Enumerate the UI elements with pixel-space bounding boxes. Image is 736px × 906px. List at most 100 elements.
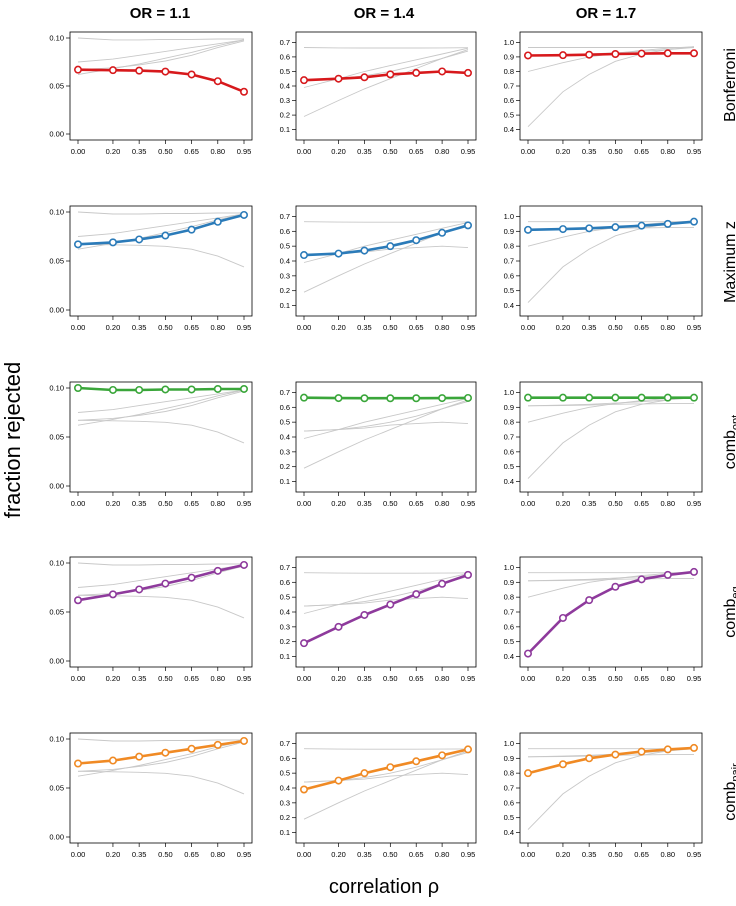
y-tick-label: 0.05 <box>49 784 64 793</box>
x-tick-label: 0.95 <box>461 499 476 508</box>
x-tick-label: 0.80 <box>435 147 450 156</box>
data-point <box>611 393 620 402</box>
data-point <box>689 743 698 752</box>
data-point <box>187 385 196 394</box>
data-point <box>523 51 532 60</box>
data-point <box>386 242 395 251</box>
x-tick-label: 0.00 <box>297 674 312 683</box>
y-tick-label: 0.9 <box>504 52 514 61</box>
data-point <box>74 65 83 74</box>
reference-line-comb-pair <box>303 221 469 263</box>
data-point <box>463 221 472 230</box>
x-tick-label: 0.95 <box>687 499 702 508</box>
panel-maximum-z-col2: 0.00 0.20 0.35 0.50 0.65 0.80 0.95 0.1 0.2 0.3 0.4… <box>280 205 477 332</box>
data-point <box>637 747 646 756</box>
y-axis-label: fraction rejected <box>0 362 25 519</box>
x-tick-label: 0.35 <box>582 499 597 508</box>
y-tick-label: 0.7 <box>280 388 290 397</box>
data-point <box>637 49 646 58</box>
x-tick-label: 0.35 <box>357 323 372 332</box>
y-tick-label: 0.6 <box>504 798 514 807</box>
panel-comb-pair-col3: 0.00 0.20 0.35 0.50 0.65 0.80 0.95 0.4 0.5 0.6 0.7… <box>504 732 703 859</box>
y-tick-label: 0.6 <box>504 96 514 105</box>
data-point <box>558 760 567 769</box>
x-tick-label: 0.50 <box>608 323 623 332</box>
x-tick-label: 0.00 <box>521 674 536 683</box>
data-point <box>161 385 170 394</box>
data-point <box>386 394 395 403</box>
x-tick-label: 0.00 <box>297 147 312 156</box>
data-point <box>299 251 308 260</box>
data-point <box>412 590 421 599</box>
y-tick-label: 0.5 <box>504 813 514 822</box>
panel-bonferroni-col2: 0.00 0.20 0.35 0.50 0.65 0.80 0.95 0.1 0.2 0.3 0.4… <box>280 31 477 156</box>
data-point <box>240 560 249 569</box>
x-tick-label: 0.50 <box>158 323 173 332</box>
row-label-comb-pair: combpair <box>722 763 736 821</box>
data-point <box>299 393 308 402</box>
x-tick-label: 0.80 <box>210 674 225 683</box>
reference-line-comb-eq <box>527 396 695 479</box>
x-tick-label: 0.95 <box>687 323 702 332</box>
plot-frame <box>69 205 253 317</box>
x-tick-label: 0.00 <box>71 323 86 332</box>
data-point <box>611 582 620 591</box>
x-tick-label: 0.50 <box>608 147 623 156</box>
data-point <box>74 596 83 605</box>
x-tick-label: 0.20 <box>331 674 346 683</box>
data-point <box>689 49 698 58</box>
x-tick-label: 0.50 <box>383 499 398 508</box>
y-tick-label: 1.0 <box>504 212 514 221</box>
x-tick-label: 0.65 <box>409 674 424 683</box>
x-tick-label: 0.35 <box>132 674 147 683</box>
x-tick-label: 0.95 <box>687 147 702 156</box>
data-point <box>334 776 343 785</box>
y-tick-label: 0.8 <box>504 67 514 76</box>
data-point <box>108 590 117 599</box>
x-tick-label: 0.50 <box>158 147 173 156</box>
x-tick-label: 0.80 <box>435 323 450 332</box>
x-tick-label: 0.80 <box>660 147 675 156</box>
x-tick-label: 0.35 <box>357 499 372 508</box>
data-point <box>689 217 698 226</box>
row-label-bonferroni: Bonferroni <box>722 48 736 122</box>
data-point <box>438 579 447 588</box>
y-tick-label: 0.7 <box>280 739 290 748</box>
y-tick-label: 0.05 <box>49 82 64 91</box>
x-tick-label: 0.20 <box>106 323 121 332</box>
x-tick-label: 0.20 <box>106 147 121 156</box>
reference-line-comb-eq <box>527 747 695 830</box>
data-point <box>663 570 672 579</box>
x-tick-label: 0.35 <box>132 499 147 508</box>
y-tick-label: 0.9 <box>504 403 514 412</box>
data-point <box>135 385 144 394</box>
y-tick-label: 0.00 <box>49 482 64 491</box>
data-point <box>135 235 144 244</box>
data-point <box>611 750 620 759</box>
y-tick-label: 0.3 <box>280 96 290 105</box>
y-tick-label: 1.0 <box>504 38 514 47</box>
x-tick-label: 0.65 <box>409 850 424 859</box>
reference-line-bonferroni <box>77 594 245 619</box>
data-point <box>558 225 567 234</box>
y-tick-label: 0.4 <box>280 433 290 442</box>
data-point <box>360 246 369 255</box>
panel-comb-eq-col1: 0.00 0.20 0.35 0.50 0.65 0.80 0.95 0.00 0.05 0.10 <box>49 556 253 683</box>
panel-bonferroni-col1: 0.00 0.20 0.35 0.50 0.65 0.80 0.95 0.00 0.05 0.10 <box>49 31 253 156</box>
x-tick-label: 0.35 <box>357 850 372 859</box>
x-tick-label: 0.80 <box>210 147 225 156</box>
reference-line-comb-opt <box>77 738 244 742</box>
y-tick-label: 0.00 <box>49 306 64 315</box>
x-tick-label: 0.00 <box>71 499 86 508</box>
plot-frame <box>69 732 253 844</box>
x-tick-label: 0.35 <box>582 674 597 683</box>
x-tick-label: 0.35 <box>357 674 372 683</box>
data-point <box>108 385 117 394</box>
x-tick-label: 0.65 <box>409 147 424 156</box>
x-tick-label: 0.20 <box>556 499 571 508</box>
y-tick-label: 0.10 <box>49 208 64 217</box>
data-point <box>663 745 672 754</box>
series-line-comb-eq <box>527 570 695 655</box>
reference-line-comb-opt <box>303 221 469 223</box>
row-label-comb-opt: combopt <box>722 415 736 469</box>
